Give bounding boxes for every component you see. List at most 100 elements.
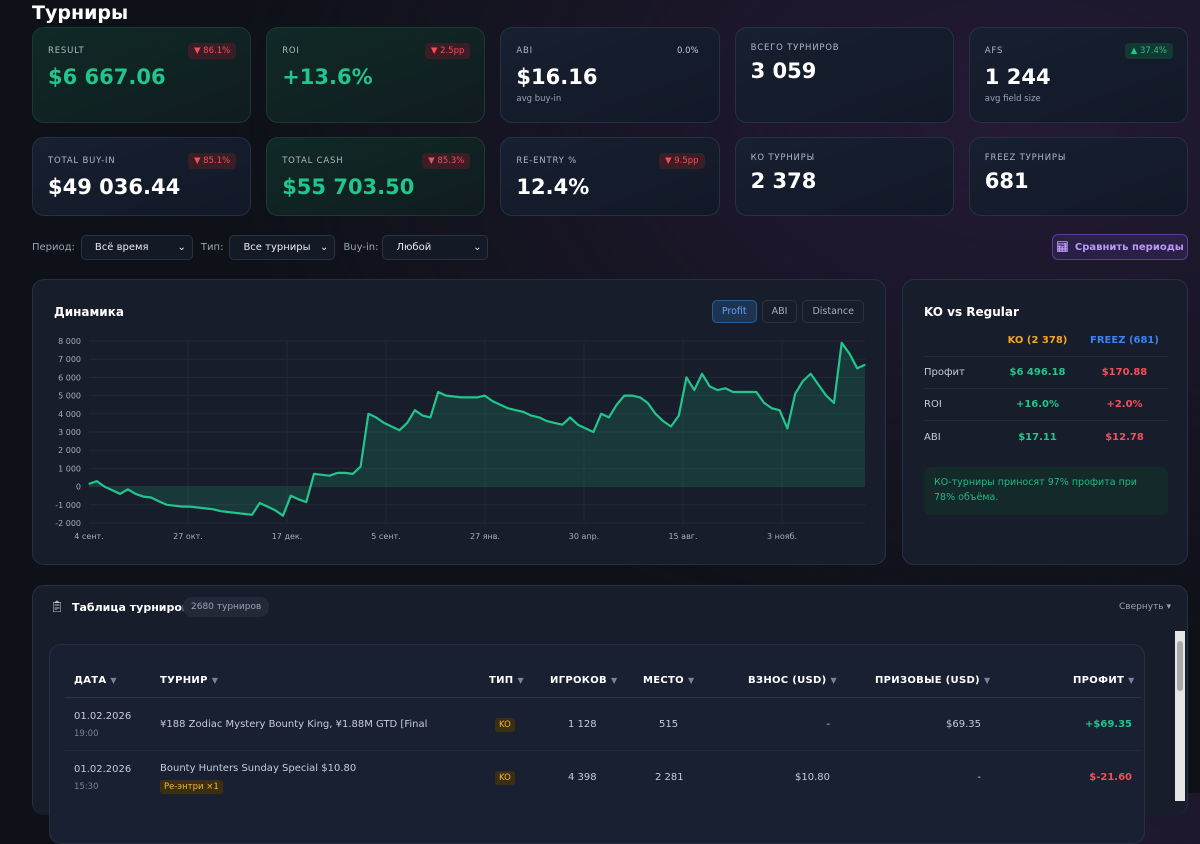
data-point [220, 510, 222, 512]
data-point [173, 505, 175, 507]
toggle-distance[interactable]: Distance [802, 300, 864, 323]
x-tick-label: 5 сент. [371, 532, 400, 541]
freez-value: +2.0% [1106, 399, 1143, 410]
y-tick-label: 1 000 [58, 464, 81, 473]
card-label: КО ТУРНИРЫ [750, 153, 815, 163]
data-point [406, 422, 408, 424]
data-point [476, 396, 478, 399]
period-select[interactable]: Всё время ⌄ [80, 235, 193, 260]
data-point [515, 409, 517, 411]
ko-value: $17.11 [1018, 431, 1057, 443]
data-point [134, 493, 137, 495]
column-players[interactable]: ИГРОКОВ ▼ [550, 675, 618, 686]
card-label: FREEZ ТУРНИРЫ [984, 153, 1067, 163]
data-point [522, 411, 525, 413]
column-date[interactable]: ДАТА ▼ [74, 675, 117, 686]
data-point [204, 507, 206, 510]
row-label: Профит [924, 367, 965, 378]
data-point [422, 415, 424, 417]
y-tick-label: 0 [76, 483, 81, 492]
data-point [592, 431, 595, 433]
ko-header-row: KO (2 378) FREEZ (681) [924, 325, 1168, 357]
data-point [313, 473, 315, 475]
data-point [825, 395, 827, 397]
column-type[interactable]: ТИП ▼ [489, 675, 524, 686]
column-profit[interactable]: ПРОФИТ ▼ [1073, 675, 1135, 686]
x-tick-label: 27 янв. [470, 532, 500, 541]
data-point [616, 404, 618, 406]
scrollbar-thumb[interactable] [1177, 641, 1183, 691]
data-point [841, 342, 843, 344]
data-point [740, 391, 742, 393]
data-point [701, 373, 703, 375]
scrollbar[interactable] [1175, 631, 1185, 801]
data-point [235, 512, 238, 514]
data-point [305, 501, 307, 503]
column-place[interactable]: МЕСТО ▼ [643, 675, 695, 686]
card-sub: avg field size [984, 94, 1041, 104]
data-point [716, 389, 719, 391]
ko-row-profit: Профит $6 496.18 $170.88 [924, 357, 1168, 389]
chevron-down-icon: ⌄ [473, 242, 482, 253]
toggle-abi[interactable]: ABI [761, 300, 798, 323]
collapse-button[interactable]: Свернуть ▾ [1119, 602, 1171, 612]
compare-periods-button[interactable]: 📊︎ Сравнить периоды [1052, 234, 1188, 260]
toggle-profit[interactable]: Profit [711, 300, 757, 323]
column-tournament[interactable]: ТУРНИР ▼ [160, 675, 219, 686]
data-point [96, 480, 98, 482]
data-point [243, 513, 245, 515]
card-label: TOTAL BUY-IN [48, 156, 116, 166]
card-value: $6 667.06 [48, 65, 166, 89]
ko-row-roi: ROI +16.0% +2.0% [924, 389, 1168, 421]
card-value: $16.16 [516, 65, 598, 89]
data-point [654, 413, 657, 415]
column-buyin[interactable]: ВЗНОС (USD) ▼ [748, 675, 837, 686]
card-value: 1 244 [984, 65, 1051, 89]
card-total-cash: TOTAL CASH $55 703.50 ▼ 85.3% [266, 137, 486, 216]
y-tick-label: 6 000 [58, 373, 81, 382]
data-point [639, 396, 641, 399]
data-point [802, 380, 804, 382]
ko-vs-regular-panel: KO vs Regular KO (2 378) FREEZ (681) Проф… [902, 279, 1188, 565]
data-point [251, 514, 253, 516]
change-badge: ▼ 85.1% [187, 153, 237, 169]
data-point [228, 511, 230, 513]
data-point [530, 415, 532, 417]
change-badge: ▲ 37.4% [1124, 43, 1173, 59]
data-point [181, 506, 183, 508]
column-prize[interactable]: ПРИЗОВЫЕ (USD) ▼ [875, 675, 991, 686]
row-label: ABI [924, 431, 941, 443]
card-abi: ABI $16.16 avg buy-in 0.0% [500, 27, 720, 123]
data-point [166, 504, 168, 506]
data-point [546, 420, 548, 422]
bar-chart-icon: 📊︎ [1056, 241, 1069, 253]
type-label: Тип: [200, 242, 224, 253]
data-point [833, 402, 835, 404]
ko-column-header: KO (2 378) [1007, 335, 1068, 346]
data-point [771, 407, 773, 409]
data-point [600, 413, 602, 415]
data-point [848, 353, 851, 355]
ko-table: KO (2 378) FREEZ (681) Профит $6 496.18 $17… [924, 325, 1168, 453]
type-value: Все турниры [243, 242, 311, 253]
data-point [856, 367, 858, 369]
data-point [414, 409, 416, 411]
row-buyin: $10.80 [795, 772, 830, 783]
data-point [794, 393, 796, 395]
row-label: ROI [924, 399, 942, 410]
row-players: 1 128 [568, 719, 597, 730]
data-point [678, 415, 680, 417]
x-tick-label: 27 окт. [173, 532, 203, 541]
change-badge: ▼ 86.1% [187, 43, 237, 59]
type-select[interactable]: Все турниры ⌄ [229, 235, 336, 260]
buyin-select[interactable]: Любой ⌄ [382, 235, 489, 260]
data-point [685, 376, 688, 378]
data-point [608, 416, 610, 419]
card-afs: AFS 1 244 avg field size ▲ 37.4% [968, 27, 1188, 123]
x-tick-label: 4 сент. [74, 532, 103, 541]
data-point [724, 387, 726, 389]
row-time: 19:00 [74, 729, 99, 739]
change-badge: ▼ 9.5pp [659, 153, 705, 169]
data-point [709, 385, 711, 388]
data-point [499, 404, 501, 406]
